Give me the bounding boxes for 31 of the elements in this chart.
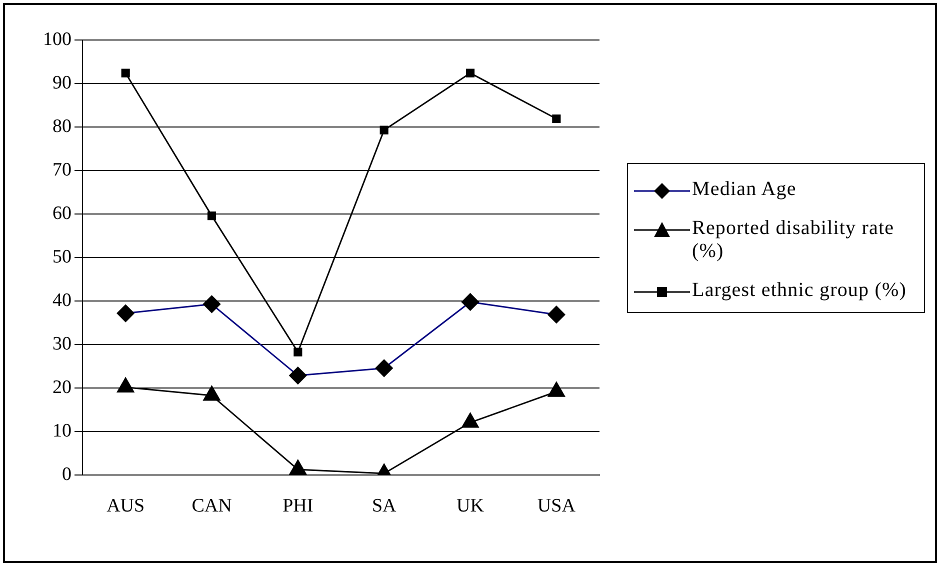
point xyxy=(207,212,216,220)
legend-label: Median Age xyxy=(692,178,796,201)
legend-label: Largest ethnic group (%) xyxy=(692,279,907,302)
y-tick-label: 10 xyxy=(52,420,72,442)
y-tick-label: 90 xyxy=(52,72,72,94)
y-tick-label: 40 xyxy=(52,290,72,312)
x-tick-label: USA xyxy=(537,496,576,517)
y-tick-label: 70 xyxy=(52,160,72,181)
x-tick-label: SA xyxy=(372,496,396,517)
point xyxy=(121,68,130,78)
point xyxy=(294,348,302,356)
point xyxy=(548,382,565,397)
y-tick-label: 60 xyxy=(52,203,72,224)
y-tick-label: 100 xyxy=(43,28,72,50)
point xyxy=(289,460,306,475)
point xyxy=(552,114,561,124)
point xyxy=(462,412,479,428)
point xyxy=(466,68,475,78)
y-tick-label: 30 xyxy=(52,334,72,355)
point xyxy=(117,378,134,393)
y-tick-label: 0 xyxy=(62,464,72,486)
point xyxy=(203,386,220,401)
x-tick-label: PHI xyxy=(282,496,314,517)
y-tick-label: 50 xyxy=(52,246,72,268)
x-tick-label: AUS xyxy=(106,496,145,517)
x-tick-label: CAN xyxy=(192,496,232,517)
y-tick-label: 20 xyxy=(52,377,72,398)
y-tick-label: 80 xyxy=(52,116,72,138)
legend-label: Reported disability rate (%) xyxy=(692,217,896,263)
x-tick-label: UK xyxy=(456,496,484,517)
point xyxy=(380,126,388,134)
